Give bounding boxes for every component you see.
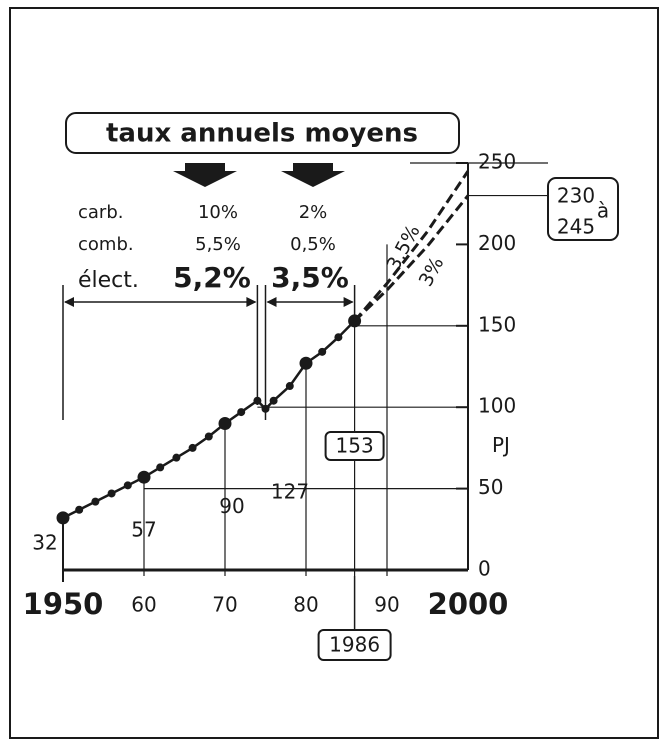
rate-value: 2% bbox=[299, 202, 328, 223]
rate-value: 5,2% bbox=[173, 261, 251, 294]
point-label: 153 bbox=[336, 434, 374, 458]
y-tick-label: 200 bbox=[478, 231, 516, 255]
x-label: 1986 bbox=[329, 633, 380, 657]
rate-value: 10% bbox=[198, 202, 238, 223]
range-label: 245 bbox=[557, 215, 595, 239]
rate-label: élect. bbox=[78, 268, 139, 293]
point bbox=[172, 453, 181, 462]
arrow-icon bbox=[281, 163, 345, 187]
x-tick-label: 2000 bbox=[428, 587, 509, 621]
point bbox=[137, 470, 151, 484]
range-label: 230 bbox=[557, 184, 595, 208]
point bbox=[107, 489, 116, 498]
point-label: 90 bbox=[219, 494, 244, 518]
x-tick-label: 80 bbox=[293, 593, 318, 617]
point bbox=[56, 511, 70, 525]
point-label: 32 bbox=[32, 530, 57, 554]
point bbox=[188, 443, 197, 452]
point bbox=[123, 481, 132, 490]
frame bbox=[9, 7, 659, 739]
x-tick-label: 1950 bbox=[23, 587, 104, 621]
point bbox=[269, 396, 278, 405]
title-box bbox=[65, 112, 460, 154]
point bbox=[285, 382, 294, 391]
point bbox=[318, 347, 327, 356]
point bbox=[299, 356, 313, 370]
y-tick-label: 50 bbox=[478, 475, 503, 499]
arrow-head bbox=[266, 297, 354, 307]
chart-title: taux annuels moyens bbox=[106, 119, 418, 149]
line bbox=[353, 194, 470, 323]
rate-label: comb. bbox=[78, 234, 134, 255]
point bbox=[91, 497, 100, 506]
rate-value: 3,5% bbox=[271, 261, 349, 294]
point bbox=[75, 505, 84, 514]
label-box bbox=[317, 629, 392, 661]
x-tick-label: 60 bbox=[131, 593, 156, 617]
point bbox=[334, 333, 343, 342]
rate-label: carb. bbox=[78, 202, 123, 223]
point bbox=[237, 408, 246, 417]
x-tick-label: 70 bbox=[212, 593, 237, 617]
point-label: 57 bbox=[131, 518, 156, 542]
y-tick-label: 0 bbox=[478, 557, 491, 581]
y-tick-label: 250 bbox=[478, 150, 516, 174]
line bbox=[353, 170, 470, 322]
label-box bbox=[324, 431, 385, 461]
rate-value: 5,5% bbox=[195, 234, 241, 255]
point bbox=[204, 432, 213, 441]
rate-value: 0,5% bbox=[290, 234, 336, 255]
point-label: 127 bbox=[271, 480, 309, 504]
arrow-icon bbox=[173, 163, 237, 187]
point bbox=[156, 463, 165, 472]
x-tick-label: 90 bbox=[374, 593, 399, 617]
label-box bbox=[547, 177, 619, 241]
point bbox=[218, 416, 232, 430]
y-axis-label: PJ bbox=[492, 433, 510, 457]
y-tick-label: 100 bbox=[478, 394, 516, 418]
range-label: à bbox=[597, 199, 609, 223]
y-tick-label: 150 bbox=[478, 312, 516, 336]
